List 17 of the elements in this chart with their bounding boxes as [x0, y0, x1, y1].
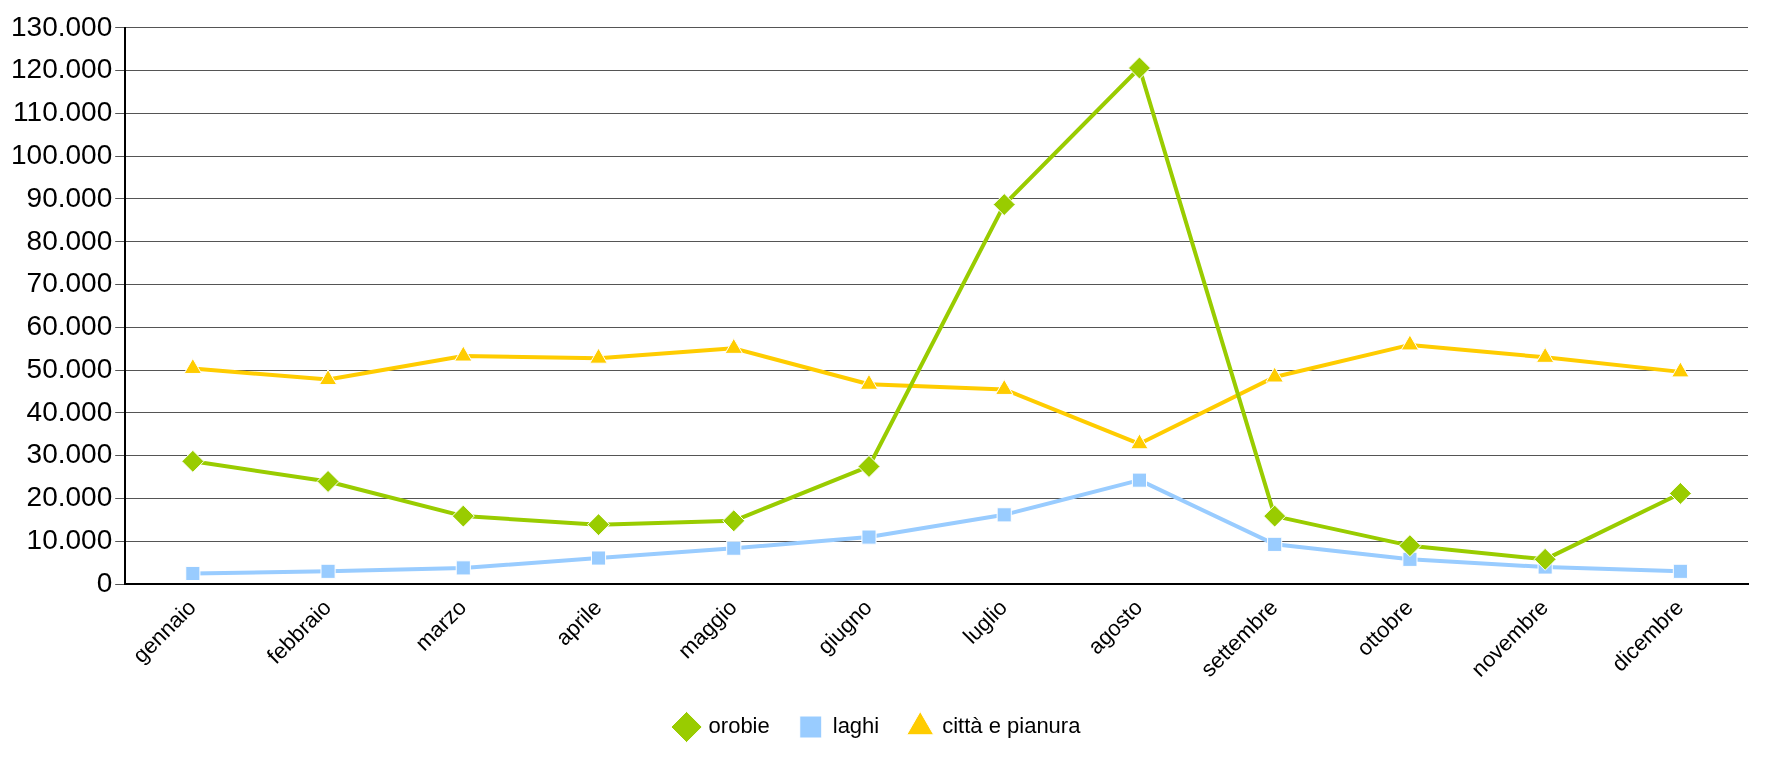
y-tick-label: 20.000 [26, 481, 113, 513]
y-tick-label: 30.000 [26, 438, 113, 470]
y-tick-label: 40.000 [26, 395, 113, 427]
y-tick-label: 10.000 [26, 524, 113, 556]
legend-label: laghi [832, 713, 880, 739]
y-tick-label: 50.000 [26, 352, 113, 384]
y-tick-label: 100.000 [10, 138, 113, 170]
legend-label: città e pianura [942, 713, 1082, 739]
y-tick-label: 80.000 [26, 224, 113, 256]
y-tick-label: 130.000 [10, 10, 113, 42]
y-tick-label: 90.000 [26, 181, 113, 213]
y-tick-label: 70.000 [26, 267, 113, 299]
y-tick-label: 120.000 [10, 53, 113, 85]
y-tick-label: 0 [96, 566, 113, 598]
y-tick-label: 110.000 [13, 96, 113, 128]
y-tick-label: 60.000 [26, 310, 113, 342]
legend-label: orobie [708, 713, 770, 739]
